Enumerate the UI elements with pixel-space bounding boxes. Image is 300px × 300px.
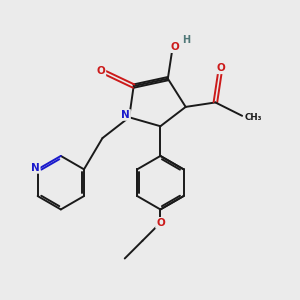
Text: O: O	[171, 42, 180, 52]
Text: N: N	[121, 110, 130, 120]
Text: N: N	[31, 163, 40, 173]
Text: H: H	[182, 35, 190, 45]
Text: O: O	[217, 63, 226, 73]
Text: O: O	[97, 66, 105, 76]
Text: O: O	[156, 218, 165, 228]
Text: CH₃: CH₃	[244, 113, 262, 122]
